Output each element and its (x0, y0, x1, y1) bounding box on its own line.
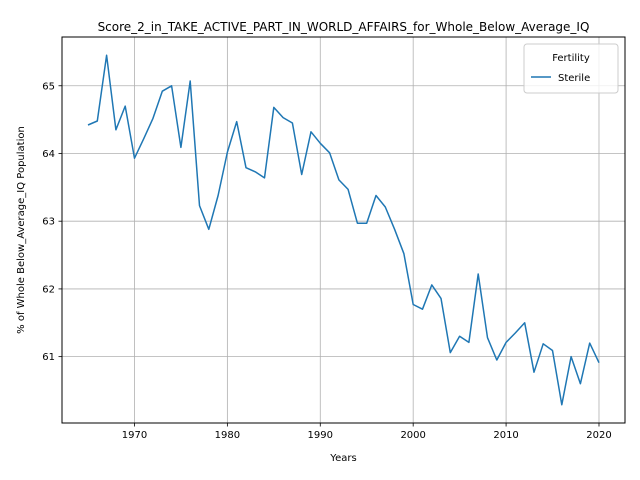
x-axis: 1970 1980 1990 2000 2010 2020 (122, 423, 612, 441)
legend-label-sterile: Sterile (558, 73, 590, 84)
x-tick-label: 2020 (586, 430, 611, 441)
y-tick-label: 63 (42, 217, 55, 228)
y-tick-label: 62 (42, 284, 55, 295)
legend-title: Fertility (552, 53, 590, 64)
series-line-sterile (87, 54, 600, 406)
legend: Fertility Sterile (523, 43, 619, 94)
chart-title: Score_2_in_TAKE_ACTIVE_PART_IN_WORLD_AFF… (98, 20, 590, 34)
x-tick-label: 1990 (308, 430, 333, 441)
x-axis-label: Years (329, 453, 356, 464)
plot-frame (61, 36, 626, 424)
y-axis: 61 62 63 64 65 (42, 81, 62, 363)
plot-area (62, 37, 625, 423)
x-tick-label: 1970 (122, 430, 147, 441)
series-layer (87, 54, 600, 406)
y-tick-label: 61 (42, 352, 55, 363)
x-tick-label: 2010 (493, 430, 518, 441)
x-tick-label: 1980 (215, 430, 240, 441)
y-axis-label: % of Whole Below_Average_IQ Population (16, 126, 27, 334)
y-tick-label: 64 (42, 149, 55, 160)
x-tick-label: 2000 (400, 430, 425, 441)
legend-box (523, 43, 619, 94)
y-tick-label: 65 (42, 81, 55, 92)
